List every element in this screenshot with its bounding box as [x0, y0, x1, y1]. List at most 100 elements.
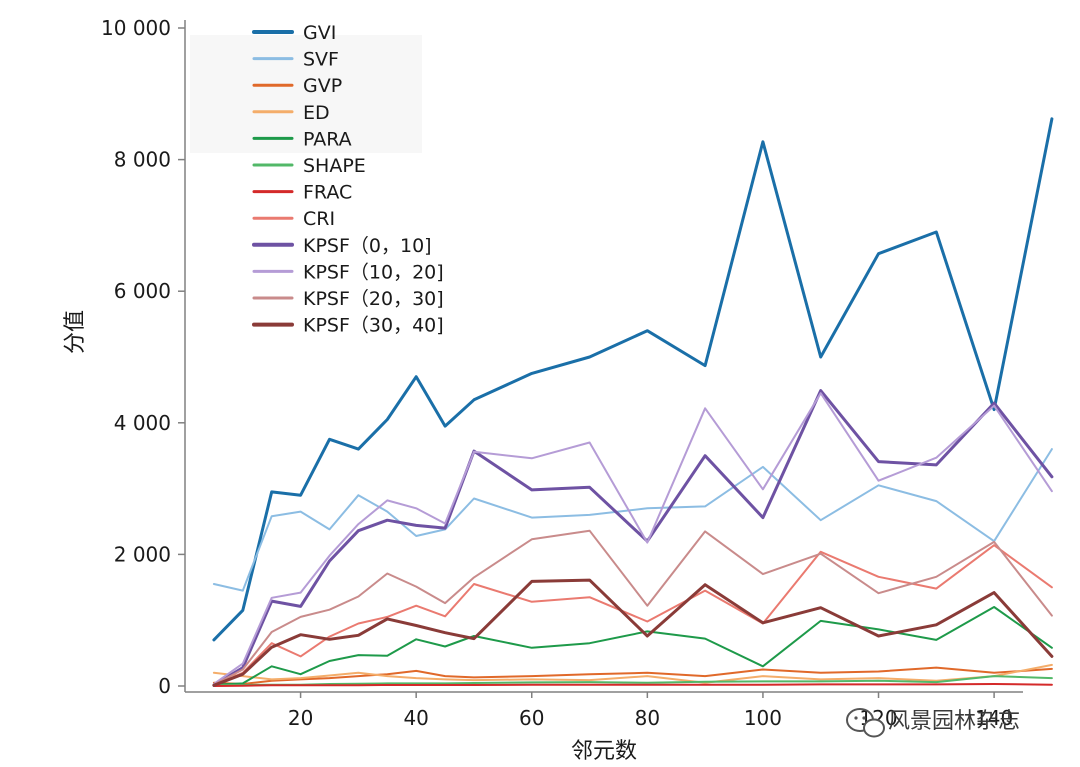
data-point	[212, 683, 216, 687]
data-point	[241, 589, 245, 593]
series-line	[212, 683, 1053, 687]
data-point	[761, 683, 765, 687]
y-tick-label: 4 000	[114, 411, 171, 435]
data-point	[299, 633, 303, 637]
data-point	[1050, 447, 1054, 451]
data-point	[877, 682, 881, 686]
data-point	[761, 487, 765, 491]
series-line	[212, 666, 1053, 685]
legend-label: CRI	[303, 208, 335, 230]
data-point	[877, 591, 881, 595]
legend-item: PARA	[252, 128, 352, 150]
data-point	[934, 463, 938, 467]
data-point	[934, 638, 938, 642]
data-point	[645, 329, 649, 333]
data-point	[443, 677, 447, 681]
data-point	[414, 637, 418, 641]
data-point	[645, 620, 649, 624]
series-9	[212, 392, 1054, 685]
data-point	[877, 575, 881, 579]
x-tick-label: 20	[288, 706, 313, 730]
data-point	[530, 456, 534, 460]
data-point	[385, 498, 389, 502]
legend-label: KPSF（30，40]	[303, 315, 444, 337]
series-line	[212, 544, 1053, 687]
data-point	[761, 664, 765, 668]
data-point	[328, 683, 332, 687]
data-point	[761, 572, 765, 576]
data-point	[385, 510, 389, 514]
data-point	[1050, 614, 1054, 618]
watermark-text: 风景园林杂志	[888, 709, 1020, 734]
data-point	[1050, 489, 1054, 493]
legend-label: KPSF（10，20]	[303, 261, 444, 283]
legend-label: GVI	[303, 22, 336, 44]
data-point	[299, 510, 303, 514]
legend-label: KPSF（0，10]	[303, 235, 432, 257]
data-point	[588, 595, 592, 599]
data-point	[761, 516, 765, 520]
data-point	[703, 683, 707, 687]
series-8	[212, 389, 1054, 687]
data-point	[761, 140, 765, 144]
legend-label: GVP	[303, 75, 342, 97]
data-point	[761, 621, 765, 625]
watermark: 风景园林杂志	[846, 708, 1020, 738]
y-axis-title: 分值	[63, 310, 88, 354]
data-point	[877, 479, 881, 483]
x-axis-title: 邻元数	[571, 739, 637, 764]
data-point	[703, 637, 707, 641]
series-line	[212, 663, 1053, 684]
data-point	[299, 672, 303, 676]
data-point	[472, 450, 476, 454]
data-point	[1050, 475, 1054, 479]
data-point	[212, 582, 216, 586]
data-point	[934, 499, 938, 503]
data-point	[328, 608, 332, 612]
data-point	[212, 638, 216, 642]
data-point	[270, 630, 274, 634]
data-point	[645, 541, 649, 545]
data-point	[356, 522, 360, 526]
x-tick-label: 60	[519, 706, 544, 730]
data-point	[299, 676, 303, 680]
x-tick-label: 40	[403, 706, 428, 730]
data-point	[385, 674, 389, 678]
legend-item: GVI	[252, 22, 336, 44]
legend-item: ED	[252, 102, 330, 124]
series-line	[212, 117, 1054, 642]
legend-item: SHAPE	[252, 155, 366, 177]
data-point	[877, 679, 881, 683]
data-point	[443, 631, 447, 635]
data-point	[703, 504, 707, 508]
data-point	[992, 540, 996, 544]
data-point	[299, 604, 303, 608]
legend-item: KPSF（10，20]	[252, 261, 444, 283]
data-point	[588, 355, 592, 359]
data-point	[270, 490, 274, 494]
data-point	[270, 677, 274, 681]
axes	[184, 20, 1023, 693]
y-tick-label: 8 000	[114, 148, 171, 172]
data-point	[703, 364, 707, 368]
data-point	[385, 572, 389, 576]
data-point	[934, 623, 938, 627]
data-point	[761, 674, 765, 678]
legend-item: FRAC	[252, 182, 352, 204]
series-line	[212, 529, 1053, 686]
data-point	[414, 523, 418, 527]
data-point	[472, 575, 476, 579]
data-point	[443, 614, 447, 618]
data-point	[588, 578, 592, 582]
data-point	[934, 575, 938, 579]
x-ticks: 20 40 60 80 100 120 140	[288, 692, 1013, 730]
data-point	[877, 483, 881, 487]
data-point	[328, 554, 332, 558]
legend-item: KPSF（30，40]	[252, 315, 444, 337]
data-point	[356, 683, 360, 687]
data-point	[385, 683, 389, 687]
series-line	[212, 606, 1053, 686]
data-point	[703, 674, 707, 678]
data-point	[414, 676, 418, 680]
data-point	[877, 627, 881, 631]
